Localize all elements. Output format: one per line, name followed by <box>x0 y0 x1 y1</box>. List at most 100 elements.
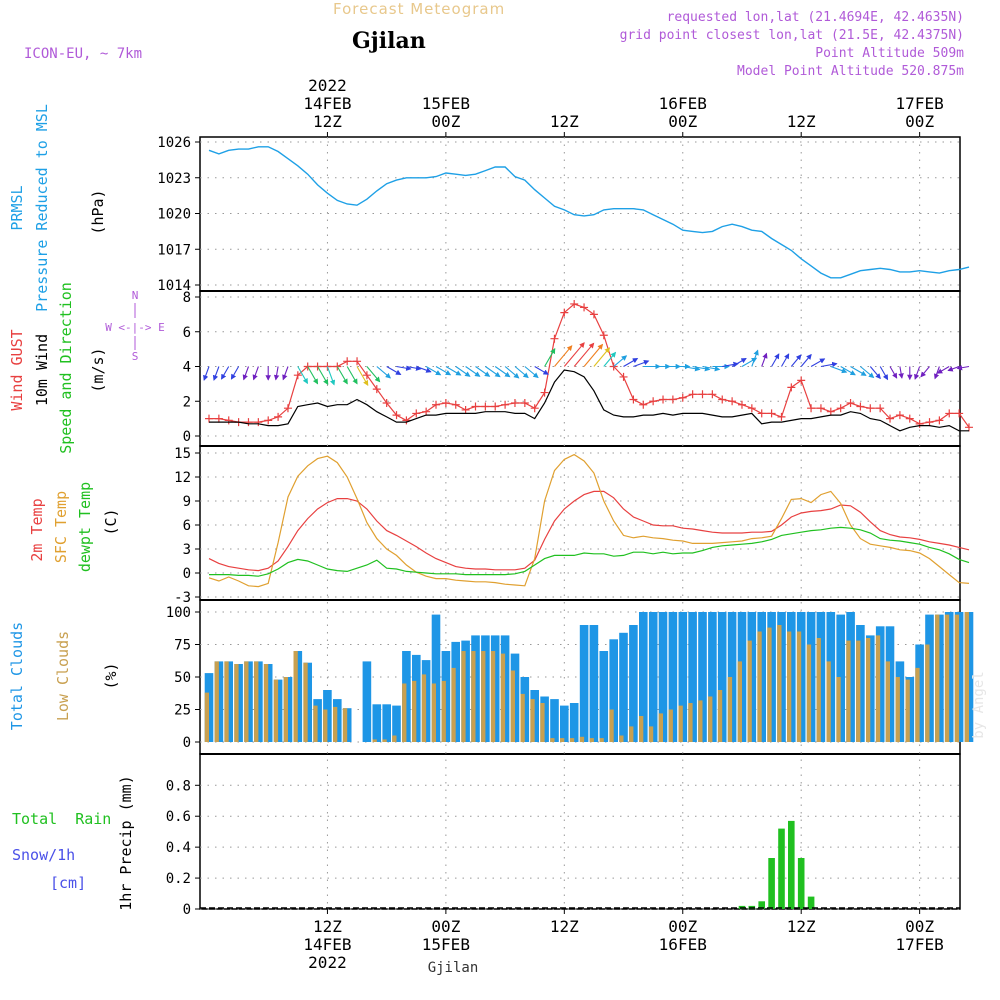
y-tick-label: 0.6 <box>166 809 191 825</box>
low-cloud-bar <box>204 692 209 742</box>
gust-marker <box>402 416 411 425</box>
panel-frame-1 <box>199 290 961 447</box>
low-cloud-bar <box>954 614 960 742</box>
gust-marker <box>895 411 904 420</box>
top-date-label: 17FEB <box>896 94 944 113</box>
gust-marker <box>807 404 816 413</box>
wind-arrow <box>889 366 898 379</box>
wind-arrow <box>936 366 950 374</box>
wind-arrow <box>830 365 848 374</box>
low-cloud-bar <box>717 690 723 742</box>
wind-arrow <box>800 353 812 367</box>
gust-marker <box>343 357 352 366</box>
top-time-label: 12Z <box>313 112 342 131</box>
low-cloud-bar <box>737 661 742 742</box>
wind-arrow <box>252 366 259 381</box>
t2m-line <box>208 490 970 572</box>
snow-unit-label: [cm] <box>50 874 86 892</box>
gust-marker <box>797 376 806 385</box>
y-tick-label: 3 <box>183 542 191 558</box>
wind-arrow <box>203 366 210 381</box>
y-tick-label: 1023 <box>157 171 191 187</box>
total-cloud-bar <box>619 632 628 742</box>
wind-arrow <box>386 366 402 375</box>
wind-arrow <box>544 348 556 367</box>
low-cloud-bar <box>500 653 506 742</box>
rain-bar <box>758 901 765 909</box>
low-cloud-bar <box>372 739 377 742</box>
total-cloud-bar <box>263 664 273 742</box>
low-cloud-bar <box>619 735 624 742</box>
low-cloud-bar <box>471 651 476 742</box>
wind-arrow <box>524 366 539 379</box>
total-cloud-bar <box>550 699 559 742</box>
gust-marker <box>570 299 579 308</box>
top-time-label: 00Z <box>431 112 460 131</box>
low-clouds-label: Low Clouds <box>54 631 72 721</box>
bottom-time-label: 00Z <box>668 917 697 936</box>
y-tick-label: 0 <box>183 902 191 918</box>
low-cloud-bar <box>708 696 713 742</box>
gust-marker <box>224 416 233 425</box>
y-tick-label: 0 <box>183 735 191 751</box>
pressure-name-label: PRMSL <box>8 185 26 230</box>
low-cloud-bar <box>599 738 604 742</box>
low-cloud-bar <box>579 736 585 742</box>
low-cloud-bar <box>589 738 594 742</box>
total-cloud-bar <box>441 651 451 742</box>
compass-we: W <-|-> E <box>105 321 165 334</box>
total-cloud-bar <box>402 651 411 742</box>
wind-arrow <box>781 353 790 367</box>
gust-marker <box>205 414 213 423</box>
gust-marker <box>964 423 973 432</box>
wind-arrow <box>623 358 639 367</box>
low-cloud-bar <box>323 709 328 742</box>
y-tick-label: 8 <box>183 290 191 306</box>
low-cloud-bar <box>727 677 733 742</box>
wind-arrow <box>455 366 471 377</box>
wind-arrow <box>898 366 904 379</box>
wind-arrow <box>346 366 358 385</box>
wind-arrow <box>920 366 930 378</box>
low-cloud-bar <box>688 703 693 742</box>
y-tick-label: 0 <box>183 429 191 445</box>
bottom-time-label: 12Z <box>787 917 816 936</box>
temp-unit-label: (C) <box>102 508 120 535</box>
wind-arrow <box>221 366 230 380</box>
wind-arrow <box>504 366 520 379</box>
gust-marker <box>955 409 964 418</box>
top-date-label: 16FEB <box>659 94 707 113</box>
compass-s: S <box>132 350 139 363</box>
gust-marker <box>836 404 845 413</box>
wind-arrow <box>366 366 381 383</box>
y-tick-label: 12 <box>174 470 191 486</box>
gust-marker <box>826 407 835 416</box>
footer-location: Gjilan <box>428 960 479 976</box>
gust-marker <box>718 395 727 404</box>
low-cloud-bar <box>796 631 802 742</box>
wind-arrow <box>702 365 721 372</box>
low-cloud-bar <box>866 638 871 742</box>
bottom-date-label: 17FEB <box>896 935 944 954</box>
gust-marker <box>629 395 638 404</box>
gust-marker <box>382 398 391 407</box>
wind-arrow <box>692 365 711 372</box>
data-layer <box>200 146 974 909</box>
gust-marker <box>451 400 460 409</box>
low-cloud-bar <box>836 677 841 742</box>
gust-marker <box>668 395 677 404</box>
low-cloud-bar <box>560 738 565 742</box>
total-cloud-bar <box>372 704 382 742</box>
gust-marker <box>876 404 885 413</box>
low-cloud-bar <box>481 651 486 742</box>
wind-arrow <box>820 361 838 368</box>
low-cloud-bar <box>826 661 831 742</box>
snow-label: Snow/1h <box>12 846 75 864</box>
low-cloud-bar <box>747 640 752 742</box>
total-cloud-bar <box>668 612 678 742</box>
gust-marker <box>392 411 401 420</box>
low-cloud-bar <box>224 661 229 742</box>
y-tick-label: 100 <box>166 605 191 621</box>
gust-marker <box>905 414 914 423</box>
